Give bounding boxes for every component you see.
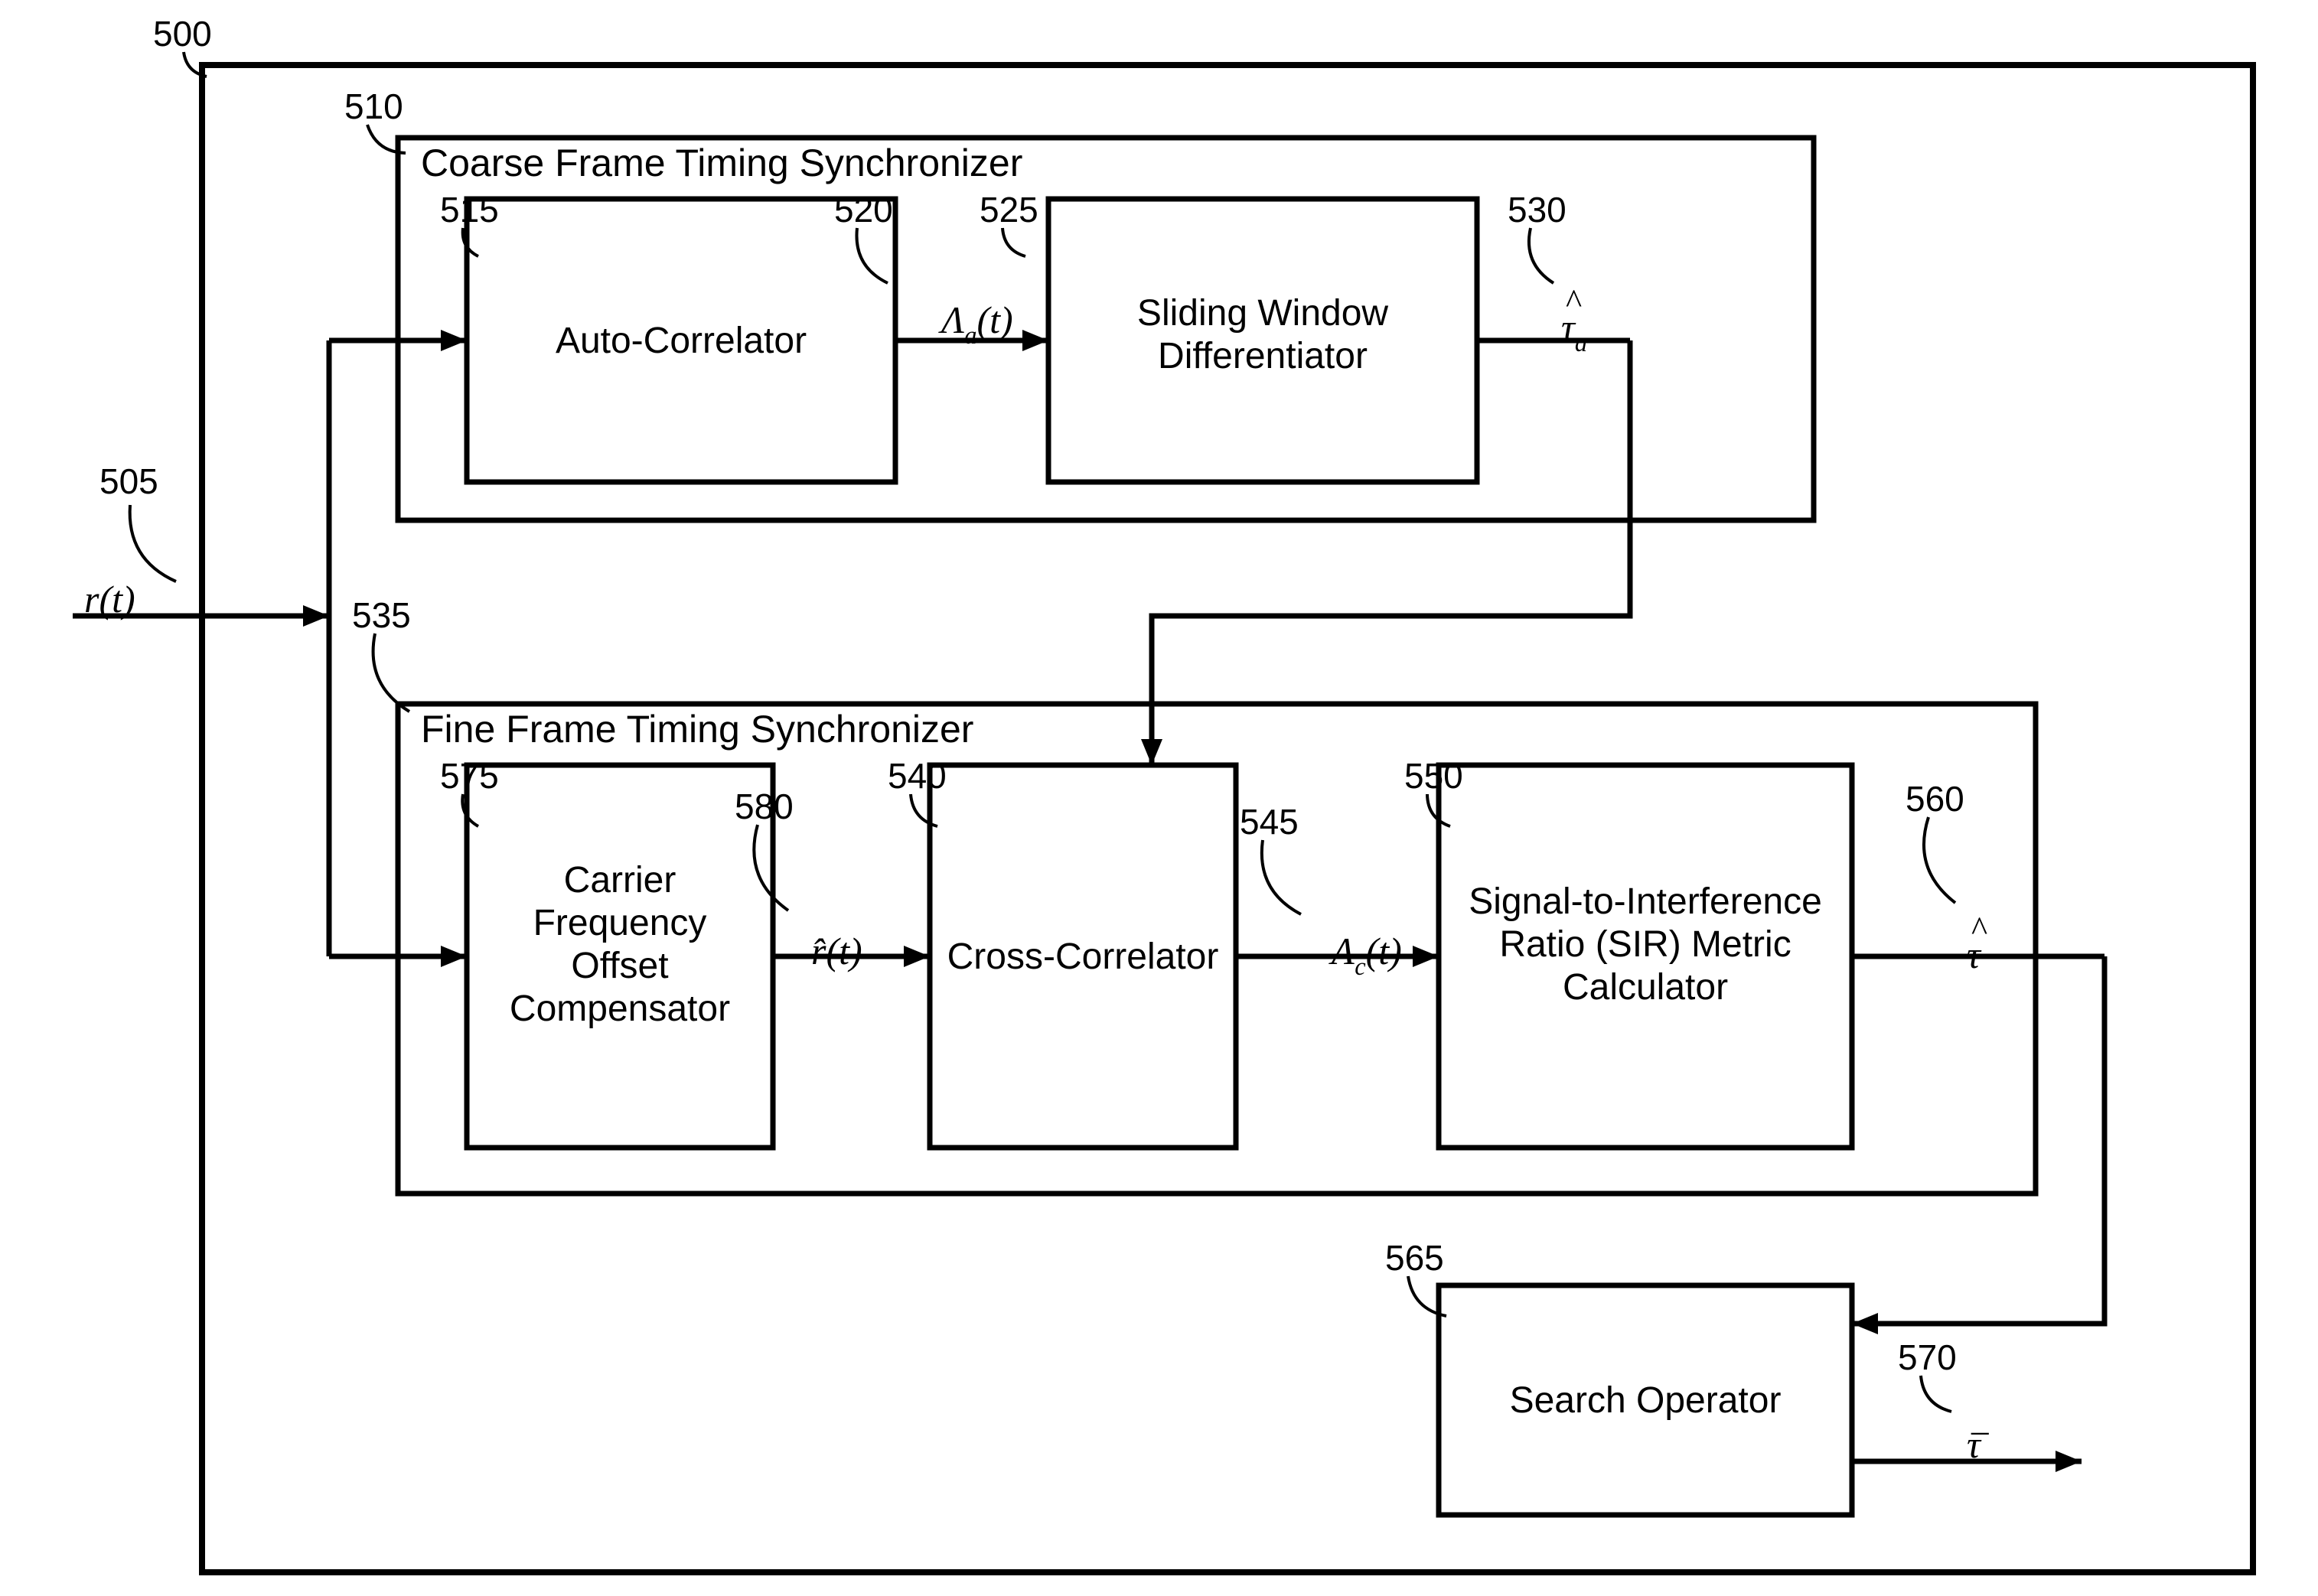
ref-number: 520	[834, 190, 893, 230]
ref-leader	[1924, 817, 1955, 903]
ref-number: 550	[1404, 756, 1463, 796]
ref-leader	[1921, 1376, 1951, 1412]
ref-leader	[856, 228, 888, 283]
coarse-title: Coarse Frame Timing Synchronizer	[421, 142, 1022, 184]
ref-leader	[911, 794, 937, 826]
signal-accent: ^	[1566, 282, 1582, 321]
ref-number: 545	[1240, 802, 1299, 842]
search-operator-label: Search Operator	[1510, 1380, 1782, 1421]
sir-calculator-label: Signal-to-InterferenceRatio (SIR) Metric…	[1469, 881, 1822, 1008]
ref-number: 515	[440, 190, 499, 230]
auto-correlator-label: Auto-Correlator	[556, 321, 807, 361]
arrowhead-icon	[1852, 1313, 1878, 1334]
ref-number: 525	[980, 190, 1038, 230]
ref-leader	[373, 634, 409, 712]
arrowhead-icon	[1141, 739, 1162, 765]
arrowhead-icon	[904, 946, 930, 967]
signal-label: Λc(t)	[1329, 930, 1402, 981]
fine-title: Fine Frame Timing Synchronizer	[421, 708, 973, 751]
ref-number: 575	[440, 756, 499, 796]
ref-leader	[130, 505, 176, 581]
ref-number: 505	[99, 461, 158, 501]
arrowhead-icon	[441, 330, 467, 351]
ref-leader	[1529, 228, 1553, 283]
tau-hat-route	[1852, 956, 2104, 1324]
ref-number: 535	[352, 595, 411, 635]
sliding-window-diff-label: Sliding WindowDifferentiator	[1137, 293, 1388, 376]
cfo-compensator-label: CarrierFrequencyOffsetCompensator	[510, 860, 730, 1029]
arrowhead-icon	[441, 946, 467, 967]
signal-accent: ^	[1971, 910, 1987, 948]
arrowhead-icon	[303, 605, 329, 627]
ref-number: 510	[344, 86, 403, 126]
ref-number: 540	[888, 756, 947, 796]
arrowhead-icon	[2056, 1451, 2082, 1472]
ref-number: 530	[1508, 190, 1567, 230]
ref-number: 570	[1898, 1337, 1957, 1377]
ref-leader	[1003, 228, 1025, 256]
signal-accent: _	[1971, 1399, 1989, 1438]
ref-leader	[1262, 840, 1301, 914]
ref-number: 560	[1906, 779, 1964, 819]
cross-correlator-label: Cross-Correlator	[947, 936, 1219, 977]
ref-number: 565	[1385, 1238, 1444, 1278]
ref-number: 580	[735, 787, 794, 826]
signal-rhat: r̂(t)	[811, 930, 862, 972]
arrowhead-icon	[1022, 330, 1048, 351]
arrowhead-icon	[1413, 946, 1439, 967]
ref-number: 500	[153, 14, 212, 54]
